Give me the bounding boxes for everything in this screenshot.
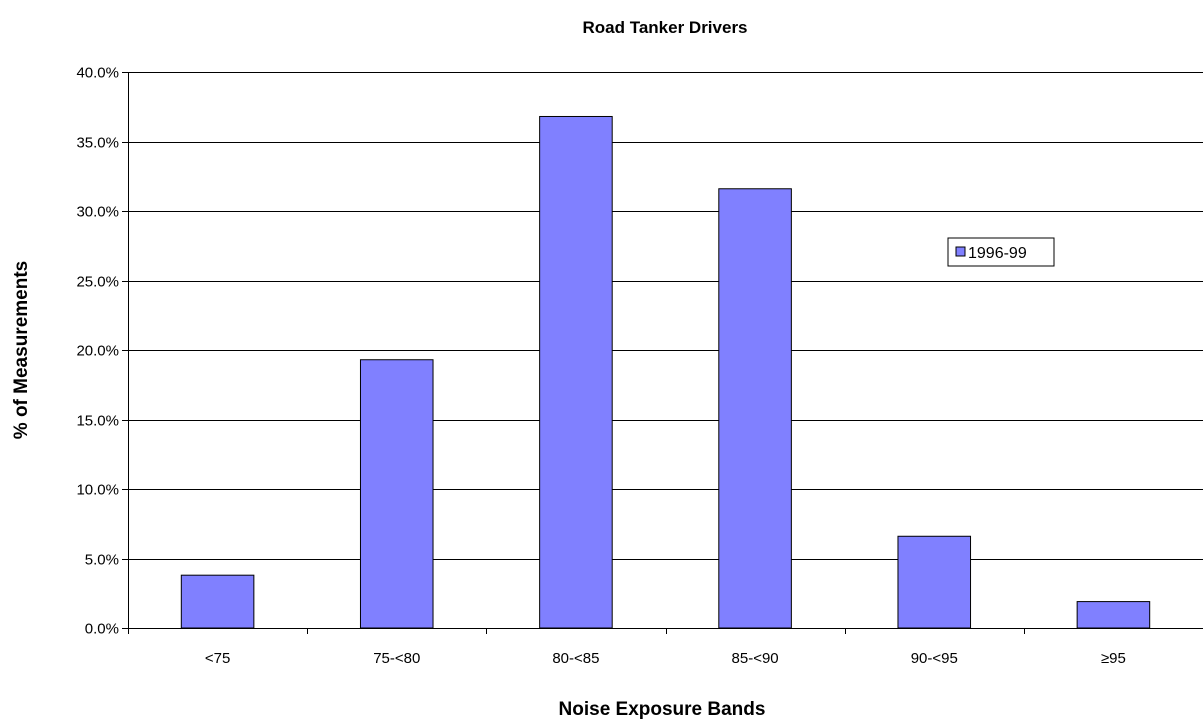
x-tick-label: 75-<80: [373, 650, 420, 667]
bar-3: [539, 115, 613, 629]
y-tick-label: 25.0%: [76, 274, 119, 291]
x-tick-label: 90-<95: [911, 650, 958, 667]
y-tick-label: 15.0%: [76, 413, 119, 430]
x-tick-label: 80-<85: [552, 650, 599, 667]
x-axis-title: Noise Exposure Bands: [559, 699, 766, 720]
bar-4: [718, 188, 792, 629]
y-tick-label: 30.0%: [76, 204, 119, 221]
legend-swatch-1996-99: [955, 246, 966, 257]
y-tick-label: 0.0%: [85, 621, 119, 638]
bar-1: [180, 574, 255, 629]
y-tick-label: 40.0%: [76, 65, 119, 82]
gridlines: [128, 72, 1203, 560]
legend-label-1996-99: 1996-99: [968, 245, 1027, 262]
chart-title: Road Tanker Drivers: [582, 18, 747, 37]
y-tick-label: 10.0%: [76, 482, 119, 499]
bar-5: [897, 535, 972, 629]
bar-2: [359, 359, 434, 629]
y-tick-label: 35.0%: [76, 135, 119, 152]
x-tick-label: <75: [205, 650, 230, 667]
axes: [122, 72, 1203, 634]
x-tick-labels: <75 75-<80 80-<85 85-<90 90-<95 ≥95: [205, 650, 1126, 667]
x-tick-label: 85-<90: [732, 650, 779, 667]
y-axis-title: % of Measurements: [11, 261, 32, 439]
y-tick-labels: 0.0% 5.0% 10.0% 15.0% 20.0% 25.0% 30.0% 35.0% 40…: [76, 65, 119, 638]
bars: [180, 115, 1151, 629]
bar-6: [1076, 601, 1151, 629]
x-tick-label: ≥95: [1101, 650, 1126, 667]
legend: 1996-99: [947, 237, 1055, 267]
legend-box: [947, 237, 1055, 267]
y-tick-label: 20.0%: [76, 343, 119, 360]
y-tick-label: 5.0%: [85, 552, 119, 569]
